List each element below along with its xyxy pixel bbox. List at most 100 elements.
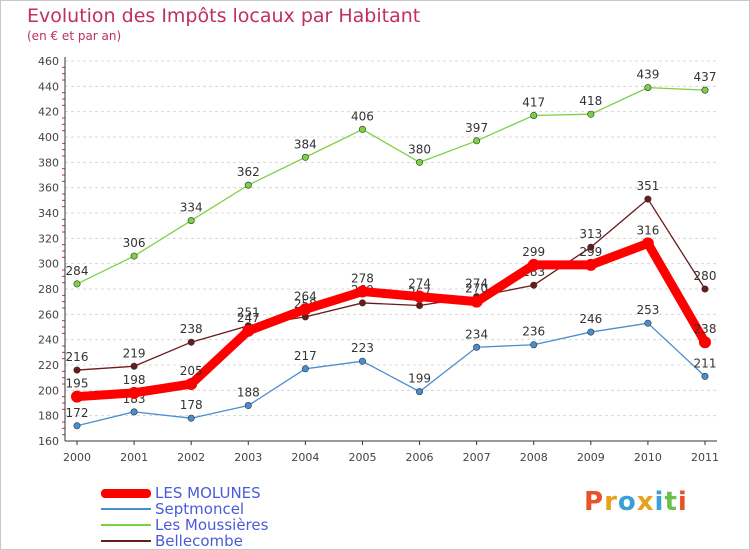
data-label: 236	[522, 325, 545, 339]
legend-swatch	[101, 508, 151, 510]
data-label: 362	[237, 165, 260, 179]
data-label: 172	[66, 406, 89, 420]
data-point	[301, 153, 309, 161]
y-tick-label: 280	[38, 283, 59, 296]
data-point	[358, 299, 366, 307]
data-label: 219	[123, 346, 146, 360]
y-tick-label: 260	[38, 308, 59, 321]
y-tick-label: 440	[38, 80, 59, 93]
x-tick-label: 2009	[577, 451, 605, 464]
y-tick-label: 340	[38, 207, 59, 220]
data-label: 334	[180, 201, 203, 215]
data-label: 306	[123, 236, 146, 250]
legend-swatch	[101, 488, 151, 498]
logo-letter: x	[636, 487, 655, 517]
data-label: 188	[237, 386, 260, 400]
data-label: 278	[351, 272, 374, 286]
data-point	[73, 422, 81, 430]
series-line-1	[76, 322, 706, 427]
data-point	[358, 125, 366, 133]
data-label: 234	[465, 327, 488, 341]
y-tick-label: 220	[38, 359, 59, 372]
x-tick-label: 2008	[520, 451, 548, 464]
data-label: 216	[66, 350, 89, 364]
y-tick-label: 320	[38, 232, 59, 245]
logo-letter: o	[617, 487, 637, 517]
data-label: 397	[465, 121, 488, 135]
data-point	[644, 195, 652, 203]
data-label: 351	[636, 179, 659, 193]
y-tick-label: 160	[38, 435, 59, 448]
data-point	[644, 319, 652, 327]
data-point	[130, 408, 138, 416]
data-label: 195	[66, 377, 89, 391]
x-tick-label: 2003	[234, 451, 262, 464]
x-tick-label: 2007	[463, 451, 491, 464]
data-label: 211	[694, 356, 717, 370]
data-label: 264	[294, 289, 317, 303]
data-point	[644, 84, 652, 92]
data-point	[473, 343, 481, 351]
y-tick-label: 420	[38, 106, 59, 119]
data-point	[73, 366, 81, 374]
data-label: 238	[694, 322, 717, 336]
x-tick-label: 2002	[177, 451, 205, 464]
data-point	[530, 341, 538, 349]
data-point	[530, 281, 538, 289]
series-line-0	[72, 238, 710, 402]
data-point	[701, 372, 709, 380]
data-point	[185, 378, 198, 390]
logo-letter: P	[584, 487, 605, 517]
y-tick-label: 240	[38, 334, 59, 347]
data-label: 417	[522, 95, 545, 109]
data-label: 418	[579, 94, 602, 108]
data-point	[244, 402, 252, 410]
data-point	[470, 295, 483, 308]
legend-label: Septmoncel	[155, 500, 245, 518]
data-point	[130, 252, 138, 260]
data-label: 199	[408, 372, 431, 386]
legend-swatch	[101, 524, 151, 526]
data-label: 299	[579, 245, 602, 259]
proxiti-logo: Proxiti	[584, 487, 688, 517]
data-point	[416, 158, 424, 166]
logo-letter: i	[654, 487, 665, 517]
data-label: 217	[294, 349, 317, 363]
data-label: 313	[579, 227, 602, 241]
data-label: 316	[636, 223, 659, 237]
data-label: 406	[351, 109, 374, 123]
chart-subtitle: (en € et par an)	[27, 29, 122, 43]
x-tick-label: 2005	[348, 451, 376, 464]
data-label: 274	[408, 277, 431, 291]
data-point	[244, 181, 252, 189]
data-point	[530, 111, 538, 119]
data-point	[187, 338, 195, 346]
x-tick-label: 2001	[120, 451, 148, 464]
x-tick-label: 2011	[691, 451, 719, 464]
data-label: 280	[694, 269, 717, 283]
data-label: 251	[237, 306, 260, 320]
data-label: 178	[180, 398, 203, 412]
data-point	[356, 285, 369, 298]
data-point	[73, 280, 81, 288]
data-point	[128, 386, 141, 399]
series-line-2	[76, 86, 706, 285]
data-point	[416, 388, 424, 396]
y-tick-label: 380	[38, 156, 59, 169]
data-point	[71, 390, 83, 403]
y-tick-label: 180	[38, 410, 59, 423]
data-label: 205	[180, 364, 203, 378]
logo-letter: i	[677, 487, 688, 517]
y-tick-label: 460	[38, 55, 59, 68]
x-tick-label: 2004	[291, 451, 319, 464]
data-point	[187, 414, 195, 422]
data-label: 198	[123, 373, 146, 387]
data-label: 439	[636, 68, 659, 82]
logo-letter: r	[604, 487, 618, 517]
data-point	[527, 258, 540, 271]
data-label: 274	[465, 277, 488, 291]
data-point	[641, 237, 654, 250]
data-point	[299, 303, 312, 316]
